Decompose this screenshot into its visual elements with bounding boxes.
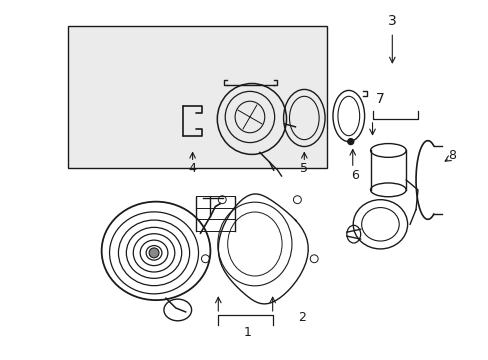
Text: 2: 2 bbox=[298, 311, 305, 324]
Text: 6: 6 bbox=[350, 168, 358, 181]
Text: 5: 5 bbox=[300, 162, 307, 175]
Text: 4: 4 bbox=[188, 162, 196, 175]
Text: 7: 7 bbox=[375, 92, 384, 106]
Text: 8: 8 bbox=[447, 149, 456, 162]
Text: 3: 3 bbox=[387, 14, 396, 27]
Circle shape bbox=[149, 248, 159, 258]
Bar bbox=[68, 26, 326, 168]
Text: 1: 1 bbox=[244, 326, 251, 339]
Circle shape bbox=[347, 139, 353, 145]
